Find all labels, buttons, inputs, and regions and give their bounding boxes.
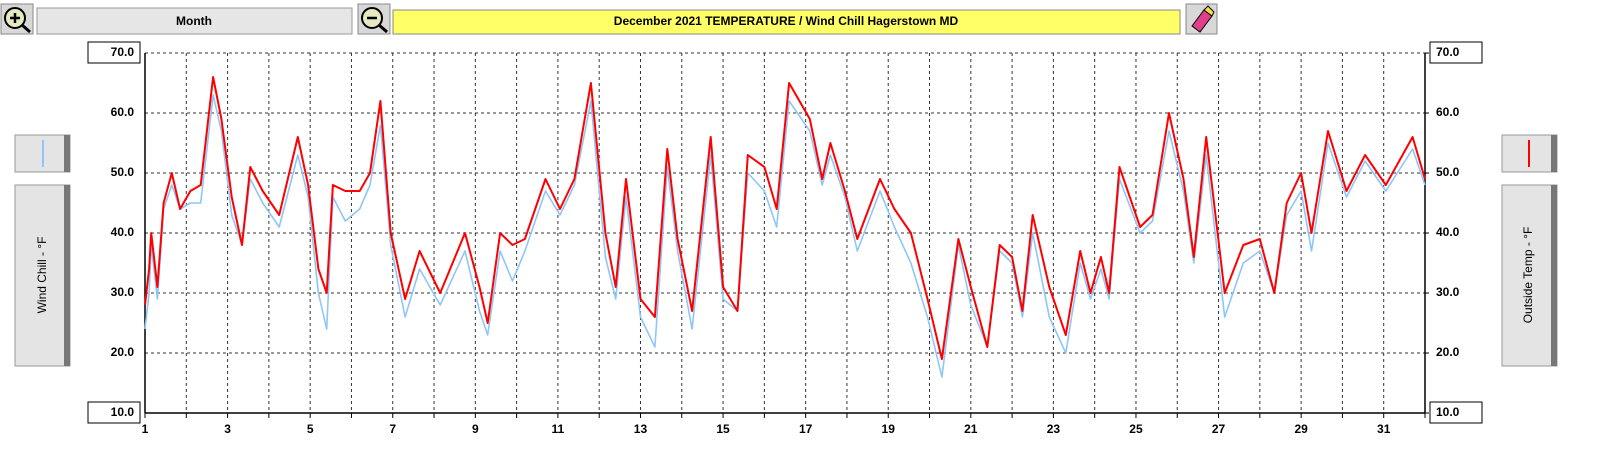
x-tick-label: 25	[1129, 422, 1143, 436]
y2-tick-label: 30.0	[1436, 285, 1460, 299]
button-shade	[64, 135, 70, 172]
y-tick-box	[87, 41, 141, 64]
zoom-out-button[interactable]	[357, 3, 391, 35]
x-tick-label: 3	[224, 422, 231, 436]
y2-tick-label: 40.0	[1436, 225, 1460, 239]
y-tick-label: 70.0	[111, 45, 135, 59]
left-axis-label: Wind Chill - °F	[35, 237, 49, 314]
x-tick-label: 23	[1047, 422, 1061, 436]
x-tick-label: 27	[1212, 422, 1226, 436]
button-shade	[1551, 185, 1557, 366]
x-tick-label: 17	[799, 422, 813, 436]
y2-tick-label: 10.0	[1436, 405, 1460, 419]
button-shade	[64, 185, 70, 366]
button-shade	[1551, 135, 1557, 172]
y-tick-label: 20.0	[111, 345, 135, 359]
period-label: Month	[176, 14, 212, 28]
y2-tick-label: 70.0	[1436, 45, 1460, 59]
y2-tick-box	[1429, 401, 1483, 424]
x-tick-label: 5	[307, 422, 314, 436]
right-axis-label-box	[1501, 184, 1558, 367]
x-tick-label: 9	[472, 422, 479, 436]
y-tick-box	[87, 401, 141, 424]
x-tick-label: 19	[882, 422, 896, 436]
y-tick-label: 60.0	[111, 105, 135, 119]
y2-tick-label: 60.0	[1436, 105, 1460, 119]
period-button[interactable]: Month	[36, 7, 353, 35]
plot-area: 1 3 5 7 9 11 13 15 17 19 21 23 25 27 29 3110.020.030.04…	[87, 41, 1483, 436]
x-tick-label: 29	[1294, 422, 1308, 436]
x-tick-label: 31	[1377, 422, 1391, 436]
y2-tick-box	[1429, 41, 1483, 64]
right-axis-label: Outside Temp - °F	[1521, 227, 1535, 324]
y-tick-label: 10.0	[111, 405, 135, 419]
x-tick-label: 13	[634, 422, 648, 436]
x-tick-label: 15	[716, 422, 730, 436]
y2-tick-label: 20.0	[1436, 345, 1460, 359]
y-tick-label: 50.0	[111, 165, 135, 179]
y-tick-label: 40.0	[111, 225, 135, 239]
chart-title: December 2021 TEMPERATURE / Wind Chill H…	[614, 14, 959, 28]
zoom-in-button[interactable]	[0, 3, 34, 35]
series-line	[144, 76, 1426, 360]
clear-button[interactable]	[1185, 3, 1218, 35]
series-line	[144, 94, 1426, 378]
y2-tick-label: 50.0	[1436, 165, 1460, 179]
x-tick-label: 11	[552, 422, 565, 436]
x-tick-label: 1	[142, 422, 149, 436]
title-bar	[392, 9, 1181, 35]
x-tick-label: 7	[389, 422, 396, 436]
left-axis-label-box	[14, 184, 71, 367]
x-tick-label: 21	[964, 422, 978, 436]
y-tick-label: 30.0	[111, 285, 135, 299]
